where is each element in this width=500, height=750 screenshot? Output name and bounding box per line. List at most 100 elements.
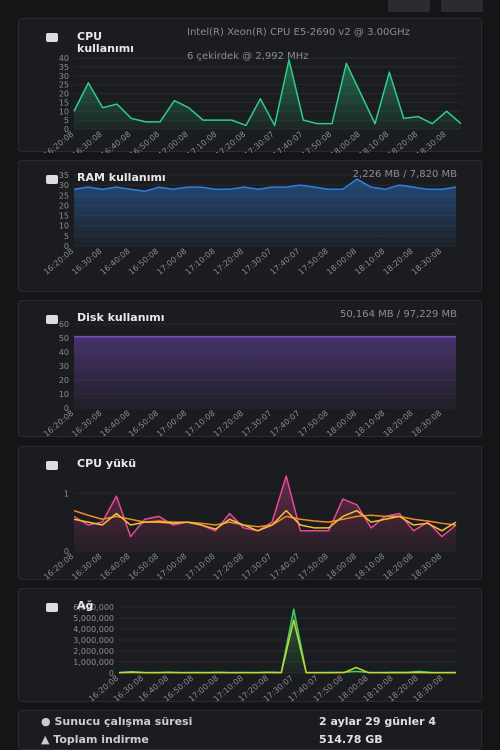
info-panel: ● Sunucu çalışma süresi 2 aylar 29 günle… <box>18 710 482 750</box>
x-tick-label: 16:20:08 <box>42 409 75 438</box>
y-tick-label: 3,000,000 <box>73 636 114 645</box>
x-tick-label: 18:10:08 <box>357 130 390 153</box>
y-tick-label: 60 <box>59 320 69 329</box>
y-tick-label: 15 <box>59 98 69 107</box>
y-tick-label: 25 <box>59 81 69 90</box>
x-tick-label: 16:30:08 <box>70 247 103 277</box>
chart: 0 1,000,000 2,000,000 3,000,000 4,000,000 5,0… <box>46 603 457 703</box>
y-tick-label: 35 <box>59 171 69 180</box>
x-tick-label: 16:40:08 <box>99 247 132 277</box>
x-tick-label: 18:20:08 <box>382 409 415 438</box>
y-tick-label: 5 <box>64 232 69 241</box>
x-tick-label: 18:30:08 <box>415 130 448 153</box>
x-tick-label: 16:30:08 <box>71 130 104 153</box>
x-tick-label: 17:40:07 <box>271 130 304 153</box>
y-tick-label: 10 <box>59 107 69 116</box>
x-tick-label: 17:10:08 <box>185 130 218 153</box>
x-tick-label: 17:20:08 <box>214 130 247 153</box>
x-tick-label: 17:50:08 <box>297 247 330 277</box>
icon <box>46 33 58 42</box>
x-tick-label: 16:20:08 <box>42 130 75 153</box>
x-tick-label: 17:40:07 <box>268 552 301 581</box>
x-tick-label: 17:00:08 <box>157 130 190 153</box>
x-tick-label: 18:10:08 <box>353 552 386 581</box>
y-tick-label: 10 <box>59 390 69 399</box>
x-tick-label: 16:40:08 <box>99 409 132 438</box>
x-tick-label: 17:40:07 <box>268 409 301 438</box>
x-tick-label: 18:10:08 <box>353 409 386 438</box>
chart: 0 1 16:20:0816:30:0816:40:0816:50:0817:00:… <box>42 461 457 581</box>
y-tick-label: 30 <box>59 362 69 371</box>
x-tick-label: 17:10:08 <box>183 247 216 277</box>
y-tick-label: 50 <box>59 334 69 343</box>
chart-panel: 0 1,000,000 2,000,000 3,000,000 4,000,000 5,0… <box>18 588 482 703</box>
y-tick-label: 40 <box>59 54 69 63</box>
x-tick-label: 16:50:08 <box>127 247 160 277</box>
x-tick-label: 18:00:08 <box>325 552 358 581</box>
area <box>74 476 456 551</box>
y-tick-label: 40 <box>59 348 69 357</box>
x-tick-label: 16:20:08 <box>42 247 75 277</box>
x-tick-label: 18:30:08 <box>410 552 443 581</box>
x-tick-label: 16:40:08 <box>99 130 132 153</box>
x-tick-label: 16:30:08 <box>70 409 103 438</box>
x-tick-label: 18:30:08 <box>410 247 443 277</box>
x-tick-label: 16:50:08 <box>127 409 160 438</box>
x-tick-label: 17:30:07 <box>240 552 273 581</box>
x-tick-label: 16:40:08 <box>99 552 132 581</box>
y-tick-label: 30 <box>59 72 69 81</box>
x-tick-label: 17:00:08 <box>155 552 188 581</box>
y-tick-label: 20 <box>59 376 69 385</box>
y-tick-label: 4,000,000 <box>73 625 114 634</box>
info-label: ● Sunucu çalışma süresi <box>41 715 193 728</box>
area <box>74 59 461 129</box>
y-tick-label: 0 <box>64 125 69 134</box>
icon <box>46 315 58 324</box>
x-tick-label: 17:10:08 <box>183 409 216 438</box>
y-tick-label: 0 <box>64 242 69 251</box>
y-tick-label: 35 <box>59 63 69 72</box>
y-tick-label: 1 <box>64 489 69 498</box>
area <box>74 336 456 408</box>
chart-title: CPU kullanımı <box>77 30 134 55</box>
x-tick-label: 18:20:08 <box>382 247 415 277</box>
y-tick-label: 15 <box>59 212 69 221</box>
button[interactable] <box>388 0 430 12</box>
x-tick-label: 18:00:08 <box>329 130 362 153</box>
label: Sunucu çalışma süresi <box>54 715 193 728</box>
line <box>118 619 456 674</box>
info-value: 2 aylar 29 günler 4 <box>319 715 436 728</box>
x-tick-label: 18:30:08 <box>410 409 443 438</box>
x-tick-label: 17:20:08 <box>212 409 245 438</box>
y-tick-label: 0 <box>109 669 114 678</box>
chart-subtitle: 6 çekirdek @ 2,992 MHz <box>187 51 309 62</box>
button[interactable] <box>441 0 483 12</box>
y-tick-label: 20 <box>59 201 69 210</box>
x-tick-label: 17:10:08 <box>183 552 216 581</box>
y-tick-label: 30 <box>59 181 69 190</box>
line <box>73 509 457 528</box>
x-tick-label: 17:40:07 <box>268 247 301 277</box>
x-tick-label: 17:50:08 <box>297 552 330 581</box>
x-tick-label: 17:00:08 <box>155 247 188 277</box>
y-tick-label: 2,000,000 <box>73 647 114 656</box>
chart: 0 10 20 30 40 50 60 16:20:0816:30:0816:40:0816:… <box>42 315 456 438</box>
y-tick-label: 5 <box>64 116 69 125</box>
icon <box>46 603 58 612</box>
y-tick-label: 1,000,000 <box>73 658 114 667</box>
x-tick-label: 16:30:08 <box>70 552 103 581</box>
x-tick-label: 17:20:08 <box>212 247 245 277</box>
x-tick-label: 18:20:08 <box>386 130 419 153</box>
chart-title: Disk kullanımı <box>77 311 165 324</box>
y-tick-label: 10 <box>59 222 69 231</box>
x-tick-label: 18:00:08 <box>325 247 358 277</box>
x-tick-label: 17:30:07 <box>240 409 273 438</box>
icon <box>46 461 58 470</box>
y-tick-label: 0 <box>64 547 69 556</box>
line <box>73 509 457 532</box>
chart-panel: 0 1 16:20:08 16:30:08 16:40:08 16:50:08 17:00:… <box>18 446 482 581</box>
y-tick-label: 0 <box>64 404 69 413</box>
x-tick-label: 17:30:07 <box>240 247 273 277</box>
info-label: ▲ Toplam indirme <box>41 733 149 746</box>
